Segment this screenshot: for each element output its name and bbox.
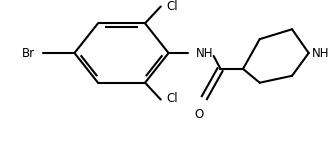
Text: NH: NH	[196, 47, 213, 59]
Text: Cl: Cl	[167, 0, 178, 13]
Text: Br: Br	[22, 47, 35, 59]
Text: Cl: Cl	[167, 93, 178, 105]
Text: O: O	[194, 108, 204, 122]
Text: NH: NH	[312, 47, 329, 59]
